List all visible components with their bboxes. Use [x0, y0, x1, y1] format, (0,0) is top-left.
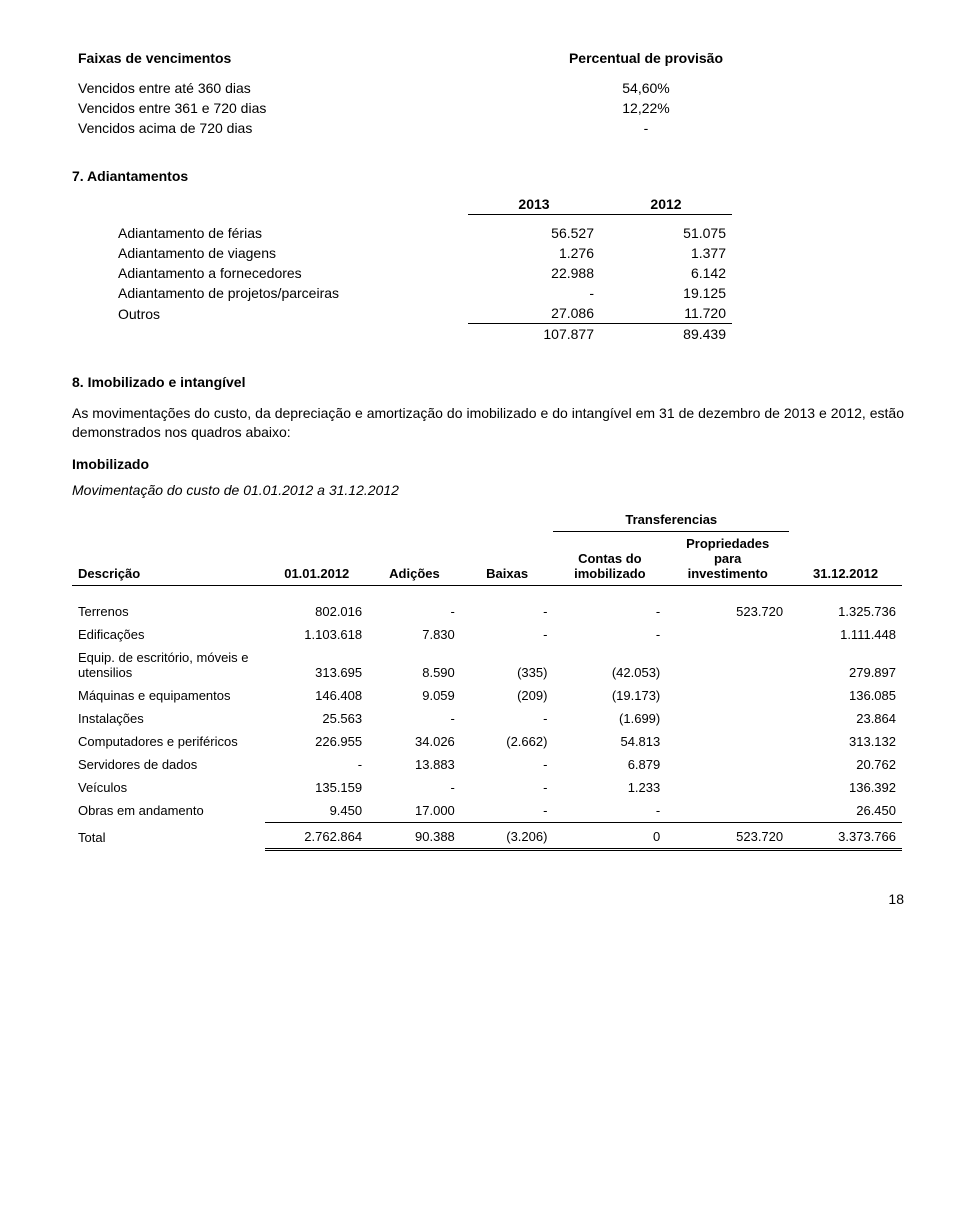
col-31122012: 31.12.2012 [789, 531, 902, 585]
table-row: Máquinas e equipamentos146.4089.059(209)… [72, 684, 902, 707]
col-propriedades: Propriedades para investimento [666, 531, 789, 585]
table-row: Equip. de escritório, móveis e utensilio… [72, 646, 902, 684]
adiantamento-row: Adiantamento de projetos/parceiras-19.12… [112, 283, 732, 303]
table-row: Terrenos802.016---523.7201.325.736 [72, 600, 902, 623]
page-number: 18 [72, 891, 904, 907]
section-8-title: 8. Imobilizado e intangível [72, 374, 904, 390]
col-2012: 2012 [600, 194, 732, 215]
section-8-para: As movimentações do custo, da depreciaçã… [72, 404, 904, 442]
col-contas: Contas do imobilizado [553, 531, 666, 585]
faixas-row: Vencidos entre até 360 dias 54,60% [72, 78, 732, 98]
adiantamento-row: Adiantamento de férias56.52751.075 [112, 223, 732, 243]
movimentacao-sub: Movimentação do custo de 01.01.2012 a 31… [72, 482, 904, 498]
table-row: Edificações1.103.6187.830--1.111.448 [72, 623, 902, 646]
faixas-table: Faixas de vencimentos Percentual de prov… [72, 48, 732, 138]
table-row: Obras em andamento9.45017.000--26.450 [72, 799, 902, 823]
adiantamento-total: 107.87789.439 [112, 324, 732, 345]
faixas-col2: Percentual de provisão [560, 48, 732, 68]
table-row: Servidores de dados-13.883-6.87920.762 [72, 753, 902, 776]
col-adicoes: Adições [368, 531, 461, 585]
movimentacao-table: Transferencias Descrição 01.01.2012 Adiç… [72, 508, 902, 851]
adiantamento-row: Adiantamento a fornecedores22.9886.142 [112, 263, 732, 283]
section-7-title: 7. Adiantamentos [72, 168, 904, 184]
col-baixas: Baixas [461, 531, 554, 585]
adiantamento-row: Outros27.08611.720 [112, 303, 732, 324]
table-row: Instalações25.563--(1.699)23.864 [72, 707, 902, 730]
col-2013: 2013 [468, 194, 600, 215]
transferencias-header: Transferencias [553, 508, 789, 532]
table-row: Veículos135.159--1.233136.392 [72, 776, 902, 799]
adiantamentos-table: 2013 2012 Adiantamento de férias56.52751… [112, 194, 732, 344]
faixas-title: Faixas de vencimentos [72, 48, 560, 68]
imobilizado-sub: Imobilizado [72, 456, 904, 472]
table-row: Computadores e periféricos226.95534.026(… [72, 730, 902, 753]
adiantamento-row: Adiantamento de viagens1.2761.377 [112, 243, 732, 263]
faixas-row: Vencidos acima de 720 dias - [72, 118, 732, 138]
col-01012012: 01.01.2012 [265, 531, 368, 585]
faixas-row: Vencidos entre 361 e 720 dias 12,22% [72, 98, 732, 118]
col-descricao: Descrição [72, 531, 265, 585]
table-total: Total 2.762.864 90.388 (3.206) 0 523.720… [72, 822, 902, 849]
